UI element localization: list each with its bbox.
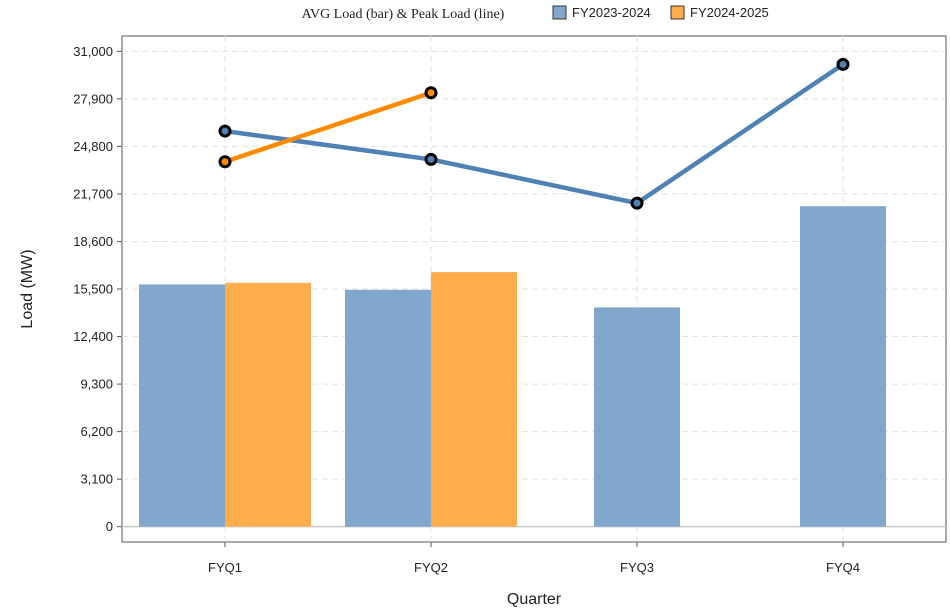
bar-fy2023-2024-fyq2 — [345, 289, 431, 527]
y-tick-label: 0 — [106, 519, 113, 534]
y-tick-label: 18,600 — [73, 234, 113, 249]
legend-label: FY2023-2024 — [572, 5, 651, 20]
x-tick-label: FYQ1 — [208, 560, 242, 575]
y-tick-label: 27,900 — [73, 91, 113, 106]
legend-swatch — [552, 5, 567, 20]
point-fy2024-2025-fyq2 — [424, 86, 438, 100]
legend-label: FY2024-2025 — [690, 5, 769, 20]
bar-fy2023-2024-fyq1 — [139, 284, 225, 527]
y-tick-label: 6,200 — [80, 424, 113, 439]
x-tick-label: FYQ3 — [620, 560, 654, 575]
bar-fy2023-2024-fyq4 — [800, 206, 886, 527]
point-fy2023-2024-fyq2 — [424, 152, 438, 166]
y-tick-label: 12,400 — [73, 329, 113, 344]
bar-fy2024-2025-fyq2 — [431, 272, 517, 527]
point-fy2023-2024-fyq1 — [218, 124, 232, 138]
y-axis: 0 3,100 6,200 9,300 12,400 15,500 18,600 21,700… — [73, 44, 122, 534]
bar-fy2023-2024-fyq3 — [594, 307, 680, 527]
line-fy2023-2024 — [222, 62, 846, 206]
point-fy2024-2025-fyq1 — [218, 155, 232, 169]
y-tick-label: 24,800 — [73, 139, 113, 154]
y-axis-title: Load (MW) — [19, 249, 36, 328]
x-axis: FYQ1 FYQ2 FYQ3 FYQ4 — [208, 542, 860, 575]
bars — [139, 206, 886, 527]
x-axis-title: Quarter — [507, 591, 562, 608]
x-tick-label: FYQ4 — [826, 560, 860, 575]
y-tick-label: 15,500 — [73, 282, 113, 297]
bar-fy2024-2025-fyq1 — [225, 282, 311, 527]
y-tick-label: 9,300 — [80, 377, 113, 392]
legend-swatch — [670, 5, 685, 20]
y-tick-label: 31,000 — [73, 44, 113, 59]
point-fy2023-2024-fyq4 — [836, 57, 850, 71]
chart-title: AVG Load (bar) & Peak Load (line) — [302, 7, 505, 22]
line-fy2024-2025 — [222, 90, 434, 164]
x-tick-label: FYQ2 — [414, 560, 448, 575]
lines — [218, 57, 850, 210]
y-tick-label: 21,700 — [73, 186, 113, 201]
legend: FY2023-2024 FY2024-2025 — [552, 5, 769, 20]
y-tick-label: 3,100 — [80, 472, 113, 487]
point-fy2023-2024-fyq3 — [630, 196, 644, 210]
